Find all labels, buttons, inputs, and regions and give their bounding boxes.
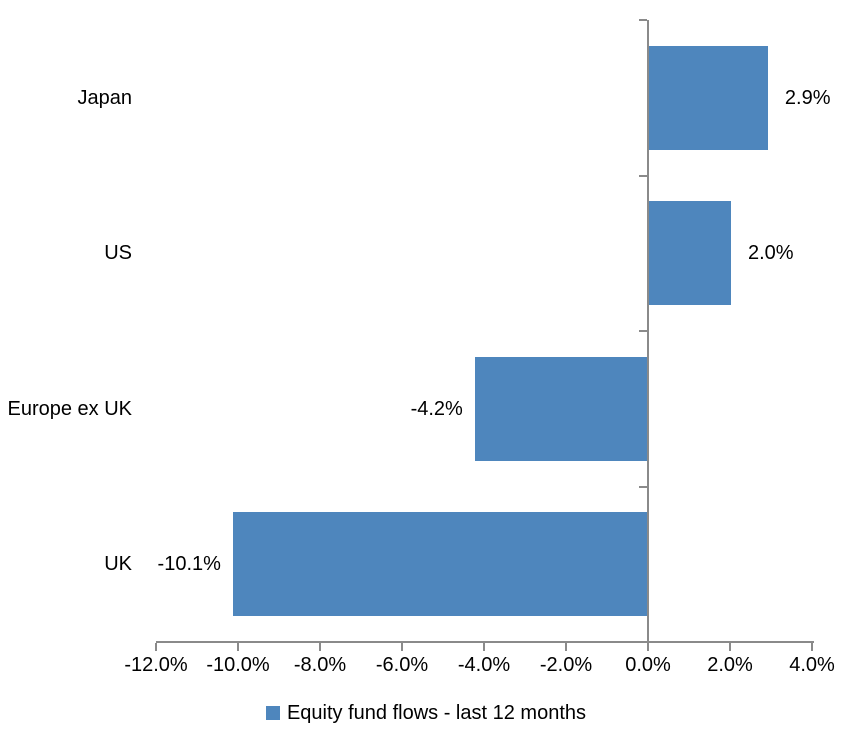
- x-axis-tick: [483, 643, 485, 651]
- vertical-axis-line: [647, 20, 649, 642]
- x-axis-tick: [565, 643, 567, 651]
- x-axis-tick-label: -12.0%: [124, 654, 188, 676]
- x-axis-tick-label: 2.0%: [707, 654, 753, 676]
- bar-uk: [232, 512, 647, 617]
- x-axis-tick: [647, 643, 649, 651]
- legend-label: Equity fund flows - last 12 months: [286, 702, 587, 724]
- x-axis-tick-label: -4.0%: [457, 654, 511, 676]
- category-axis-tick: [639, 19, 647, 21]
- category-axis-tick: [639, 485, 647, 488]
- value-label-us: 2.0%: [748, 242, 794, 265]
- category-label-japan: Japan: [77, 86, 133, 109]
- x-axis-tick: [729, 643, 731, 651]
- category-label-europe-ex-uk: Europe ex UK: [7, 397, 132, 420]
- x-axis-tick: [401, 643, 403, 651]
- x-axis-tick-label: 4.0%: [789, 654, 835, 676]
- bar-japan: [649, 45, 768, 150]
- category-label-uk: UK: [104, 553, 132, 576]
- value-label-japan: 2.9%: [784, 86, 831, 109]
- x-axis-tick-label: -10.0%: [206, 654, 270, 676]
- horizontal-axis-line: [156, 641, 814, 643]
- x-axis-tick-label: -8.0%: [293, 654, 347, 676]
- legend: Equity fund flows - last 12 months: [0, 699, 852, 727]
- x-axis-tick: [237, 643, 239, 651]
- x-axis-tick-label: 0.0%: [625, 654, 671, 676]
- x-axis-tick: [811, 643, 813, 651]
- x-axis-tick: [319, 643, 321, 651]
- category-axis-tick: [639, 174, 647, 177]
- bar-europe-ex-uk: [474, 356, 647, 461]
- x-axis-tick: [155, 643, 157, 651]
- category-label-us: US: [104, 242, 132, 265]
- x-axis-tick-label: -6.0%: [375, 654, 429, 676]
- category-axis-tick: [639, 330, 647, 332]
- bar-us: [649, 201, 731, 306]
- x-axis-tick-label: -2.0%: [539, 654, 593, 676]
- legend-swatch-icon: [265, 706, 280, 720]
- value-label-europe-ex-uk: -4.2%: [410, 397, 463, 420]
- value-label-uk: -10.1%: [157, 553, 221, 576]
